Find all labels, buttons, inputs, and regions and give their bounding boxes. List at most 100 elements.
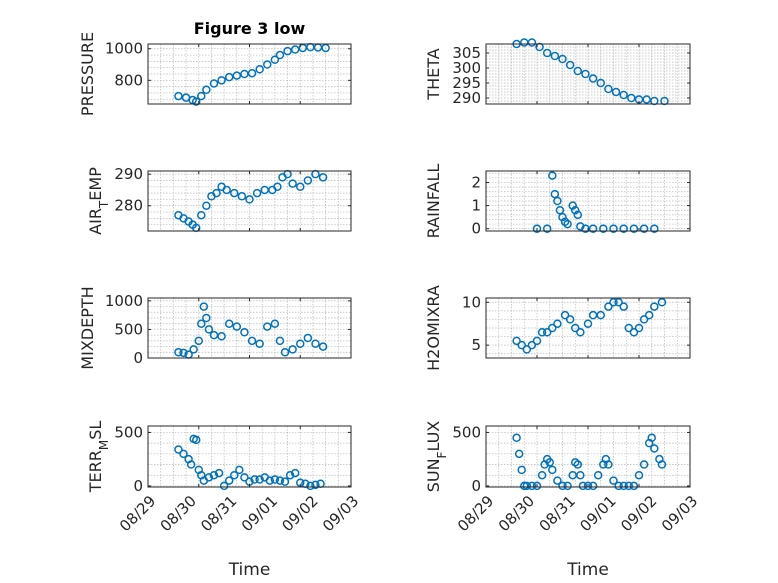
data-point — [532, 481, 542, 491]
data-point — [280, 477, 290, 486]
data-point — [611, 87, 621, 97]
data-point — [629, 328, 639, 337]
y-tick-label: 500 — [114, 423, 143, 441]
data-point — [512, 336, 521, 346]
data-point — [235, 465, 244, 475]
data-point — [303, 333, 313, 343]
data-point — [647, 433, 656, 443]
data-point — [318, 342, 328, 351]
y-axis-label: RAINFALL — [424, 164, 443, 239]
data-point — [318, 173, 328, 182]
data-point — [553, 476, 562, 485]
y-tick-label: 280 — [114, 197, 143, 215]
data-point — [270, 475, 280, 484]
data-point — [255, 65, 264, 74]
data-point — [288, 179, 297, 188]
data-point — [558, 54, 567, 64]
data-point — [275, 476, 285, 485]
data-point — [290, 45, 300, 54]
data-point — [230, 188, 239, 198]
data-point — [252, 188, 262, 198]
data-point — [197, 210, 206, 220]
y-tick-label: 305 — [452, 44, 481, 62]
data-point — [639, 460, 649, 469]
data-point — [296, 339, 305, 348]
data-point — [255, 475, 264, 484]
subplot-rainfall: 0 1 2 RAINFALL — [424, 164, 691, 239]
data-point — [224, 319, 234, 328]
data-point — [639, 224, 649, 233]
data-point — [542, 224, 552, 233]
data-point — [545, 458, 554, 467]
data-point — [604, 302, 613, 311]
data-point — [204, 473, 214, 482]
data-point — [270, 319, 280, 328]
data-point — [593, 470, 603, 480]
y-tick-label: 10 — [462, 293, 481, 311]
data-point — [550, 51, 560, 61]
data-point — [240, 473, 249, 482]
data-point — [548, 323, 557, 333]
data-point — [209, 470, 219, 480]
data-point — [604, 84, 613, 94]
y-tick-label: 5 — [471, 336, 481, 354]
subplot-sun: 0 500SUNFLUX08/2908/3008/3109/0109/0209/0… — [424, 421, 701, 580]
y-tick-label: 800 — [114, 71, 143, 89]
data-point — [609, 298, 618, 307]
data-point — [311, 480, 320, 490]
data-point — [527, 481, 537, 491]
data-point — [614, 298, 623, 307]
x-axis-label: Time — [228, 560, 271, 580]
data-point — [197, 319, 206, 328]
data-point — [624, 481, 634, 491]
data-point — [275, 50, 285, 60]
data-point — [548, 465, 557, 475]
data-point — [311, 339, 320, 348]
data-point — [558, 481, 567, 491]
data-point — [273, 182, 282, 192]
y-axis-label: THETA — [424, 48, 443, 100]
data-point — [303, 176, 313, 185]
data-point — [588, 74, 598, 83]
x-tick-label: 09/02 — [617, 492, 660, 535]
y-tick-label: 300 — [452, 59, 481, 77]
data-point — [232, 322, 242, 331]
y-axis-label: PRESSURE — [78, 32, 97, 116]
data-point — [542, 328, 552, 337]
data-point — [237, 192, 247, 201]
data-point — [512, 433, 521, 443]
x-tick-label: 09/01 — [238, 492, 281, 535]
data-point — [222, 185, 231, 195]
data-point — [186, 460, 196, 469]
data-point — [609, 476, 618, 485]
data-point — [189, 345, 198, 354]
data-point — [553, 319, 562, 328]
subplot-terr: 0 500TERRMSL08/2908/3008/3109/0109/0209/0… — [86, 421, 362, 580]
y-tick-label: 1000 — [105, 40, 143, 58]
data-point — [247, 336, 257, 346]
y-tick-label: 0 — [133, 349, 143, 367]
data-point — [517, 465, 526, 475]
data-point — [290, 468, 300, 478]
y-axis-label: SUNFLUX — [424, 421, 449, 493]
x-tick-label: 09/02 — [278, 492, 321, 535]
data-point — [573, 460, 583, 469]
data-point — [219, 481, 229, 491]
data-point — [179, 449, 188, 459]
data-point — [657, 460, 667, 469]
data-point — [619, 481, 628, 491]
x-tick-label: 09/03 — [658, 492, 701, 535]
data-point — [629, 224, 639, 233]
data-point — [548, 171, 557, 180]
data-point — [263, 60, 272, 69]
y-tick-label: 1000 — [105, 292, 143, 310]
data-point — [573, 210, 583, 220]
y-tick-label: 500 — [114, 320, 143, 338]
data-point — [596, 78, 605, 88]
data-point — [263, 322, 272, 331]
data-point — [555, 205, 565, 215]
data-point — [224, 72, 234, 82]
subplot-pressure: 800 1000 PRESSURE Figure 3 low — [78, 19, 352, 116]
